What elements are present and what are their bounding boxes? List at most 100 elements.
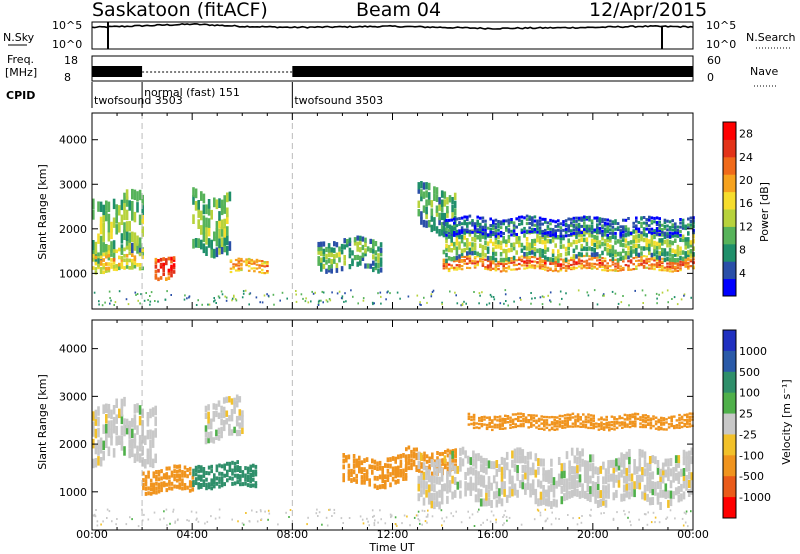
data-cell (529, 489, 532, 498)
data-cell (92, 254, 95, 258)
data-cell (609, 238, 612, 243)
data-cell (592, 424, 595, 428)
data-cell (542, 458, 545, 467)
data-cell (676, 303, 679, 306)
data-cell (684, 265, 687, 268)
data-cell (107, 231, 111, 242)
data-cell (575, 232, 578, 235)
data-cell (676, 234, 680, 238)
data-cell (367, 520, 369, 523)
data-cell (627, 266, 630, 269)
data-cell (623, 421, 627, 424)
data-cell (363, 479, 366, 485)
velocity-colorbar-tick: -500 (739, 470, 764, 483)
data-cell (363, 467, 366, 472)
data-cell (601, 263, 604, 266)
data-cell (498, 415, 502, 418)
data-cell (222, 424, 226, 432)
data-cell (479, 455, 483, 464)
data-cell (513, 300, 515, 303)
data-cell (519, 296, 521, 299)
data-cell (172, 508, 175, 511)
data-cell (115, 414, 118, 424)
data-cell (222, 411, 226, 419)
data-cell (511, 418, 515, 421)
data-cell (450, 233, 453, 236)
data-cell (558, 518, 560, 520)
data-cell (102, 263, 105, 267)
data-cell (506, 415, 510, 418)
data-cell (477, 494, 480, 503)
data-cell (581, 489, 584, 498)
data-cell (333, 512, 336, 515)
data-cell (554, 243, 557, 248)
data-cell (627, 516, 629, 519)
data-cell (683, 424, 686, 428)
data-cell (447, 234, 451, 239)
data-cell (525, 241, 529, 247)
data-cell (460, 251, 464, 257)
data-cell (556, 428, 559, 431)
data-cell (648, 463, 652, 472)
data-cell (554, 232, 557, 235)
data-cell (138, 237, 142, 248)
data-cell (519, 412, 523, 415)
data-cell (340, 249, 344, 255)
data-cell (505, 228, 508, 232)
data-cell (359, 515, 362, 518)
data-cell (94, 267, 98, 271)
data-cell (619, 251, 622, 257)
data-cell (648, 230, 651, 234)
data-cell (564, 267, 568, 270)
data-cell (567, 267, 570, 270)
data-cell (644, 425, 647, 429)
data-cell (209, 422, 213, 430)
station-title: Saskatoon (fitACF) (92, 0, 268, 21)
data-cell (617, 457, 621, 466)
data-cell (402, 453, 405, 458)
data-cell (355, 473, 358, 479)
data-cell (541, 232, 544, 238)
data-cell (468, 516, 471, 519)
data-cell (557, 224, 560, 228)
data-cell (642, 232, 646, 237)
data-cell (628, 482, 631, 491)
data-cell (596, 256, 599, 259)
data-cell (207, 417, 210, 424)
data-cell (217, 434, 221, 441)
data-cell (685, 482, 688, 491)
data-cell (531, 297, 533, 300)
data-cell (205, 471, 208, 475)
data-cell (471, 223, 474, 227)
data-cell (170, 294, 172, 296)
data-cell (97, 233, 100, 244)
data-cell (610, 415, 614, 418)
data-cell (249, 472, 252, 477)
data-cell (445, 238, 448, 244)
data-cell (481, 225, 485, 229)
data-cell (608, 423, 611, 427)
data-cell (475, 422, 478, 425)
data-cell (551, 219, 555, 223)
data-cell (365, 469, 369, 474)
data-cell (648, 242, 651, 248)
data-cell (476, 224, 479, 228)
data-cell (431, 471, 434, 476)
data-cell (207, 238, 211, 248)
data-cell (570, 481, 574, 490)
data-cell (168, 475, 171, 480)
data-cell (373, 302, 375, 305)
data-cell (220, 471, 224, 476)
data-cell (358, 468, 361, 474)
data-cell (641, 414, 645, 417)
data-cell (234, 258, 238, 262)
data-cell (479, 228, 482, 232)
data-cell (489, 217, 492, 221)
data-cell (542, 473, 545, 482)
data-cell (656, 302, 658, 305)
data-cell (661, 267, 664, 270)
data-cell (683, 294, 685, 297)
data-cell (655, 241, 659, 247)
data-cell (157, 277, 160, 282)
data-cell (563, 426, 567, 429)
